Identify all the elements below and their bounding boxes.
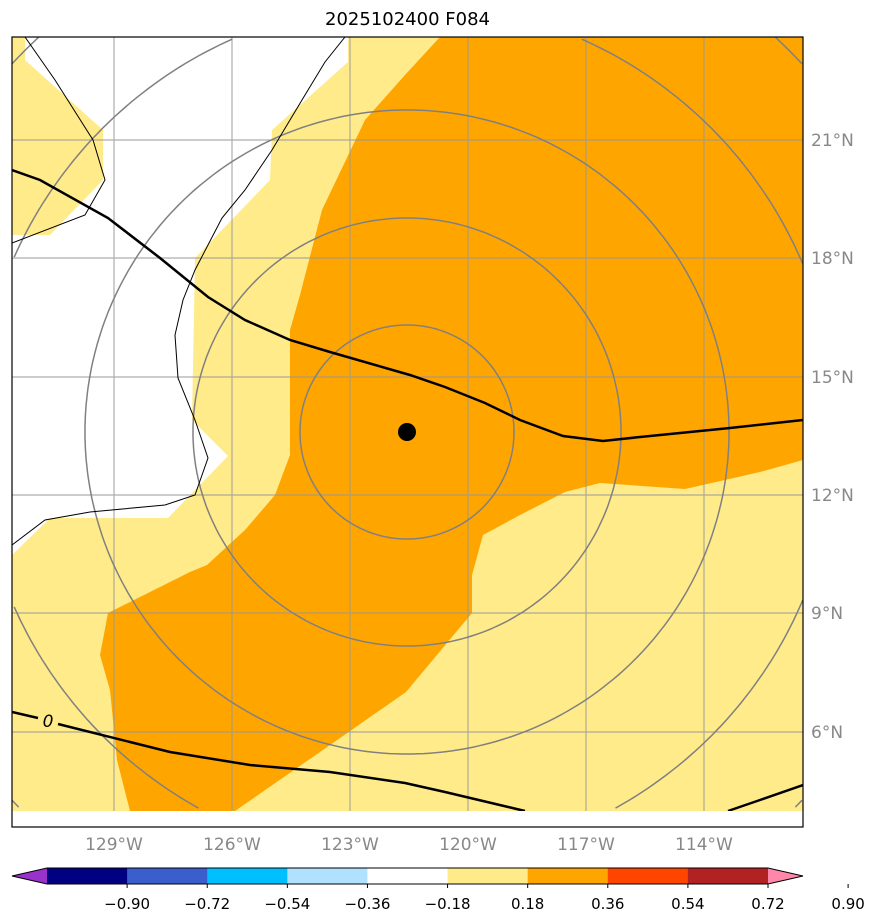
colorbar-tick-label: 0.36	[591, 895, 624, 913]
colorbar-extend-low	[12, 868, 47, 884]
storm-center-marker	[398, 423, 416, 441]
colorbar-segment	[687, 868, 769, 884]
colorbar-tick-label: −0.72	[184, 895, 230, 913]
colorbar-tick-label: 0.90	[831, 895, 864, 913]
lat-tick-label: 21°N	[811, 131, 854, 151]
distance-rings	[12, 37, 803, 809]
lon-tick-label: 117°W	[557, 835, 615, 855]
colorbar-segment	[207, 868, 288, 884]
lat-tick-label: 9°N	[811, 604, 843, 624]
lon-tick-label: 129°W	[85, 835, 143, 855]
lon-tick-label: 114°W	[675, 835, 733, 855]
ring	[581, 38, 803, 265]
ring	[13, 38, 233, 258]
ring	[84, 109, 730, 755]
lat-tick-label: 6°N	[811, 723, 843, 743]
colorbar-segment	[127, 868, 208, 884]
lon-tick-label: 126°W	[203, 835, 261, 855]
colorbar-segment	[527, 868, 609, 884]
colorbar-segment	[367, 868, 449, 884]
ring	[12, 37, 40, 65]
coastline	[12, 37, 346, 546]
colorbar-extend-high	[768, 868, 803, 884]
colorbar: −0.90 −0.72 −0.54 −0.36 −0.18 0.18 0.36 0.54 0.7…	[11, 867, 865, 913]
lat-tick-label: 12°N	[811, 486, 854, 506]
lat-tick-label: 15°N	[811, 368, 854, 388]
contour-label: 0	[43, 712, 54, 732]
ring	[12, 799, 20, 808]
colorbar-segment	[47, 868, 128, 884]
lon-tick-label: 123°W	[321, 835, 379, 855]
colorbar-segment	[287, 868, 368, 884]
ring	[794, 799, 803, 808]
colorbar-tick-label: 0.72	[751, 895, 784, 913]
ring	[192, 217, 622, 647]
field-orange	[100, 37, 803, 811]
colorbar-tick-label: 0.54	[671, 895, 704, 913]
map-title: 2025102400 F084	[325, 9, 490, 30]
colorbar-tick-label: −0.36	[344, 895, 390, 913]
lon-tick-label: 120°W	[439, 835, 497, 855]
colorbar-tick-label: −0.90	[104, 895, 150, 913]
zero-contour	[12, 168, 803, 813]
gridlines	[12, 37, 803, 827]
ring	[615, 599, 803, 809]
ring	[13, 606, 199, 809]
colorbar-segment	[447, 868, 529, 884]
ring	[774, 37, 803, 65]
colorbar-tick-label: −0.18	[425, 895, 471, 913]
colorbar-tick-label: −0.54	[264, 895, 310, 913]
map-frame	[11, 36, 804, 828]
ring	[299, 324, 515, 540]
lat-tick-label: 18°N	[811, 249, 854, 269]
colorbar-segment	[607, 868, 689, 884]
colorbar-outline	[11, 867, 804, 885]
land-white-region	[12, 37, 348, 555]
colorbar-tick-label: 0.18	[511, 895, 544, 913]
